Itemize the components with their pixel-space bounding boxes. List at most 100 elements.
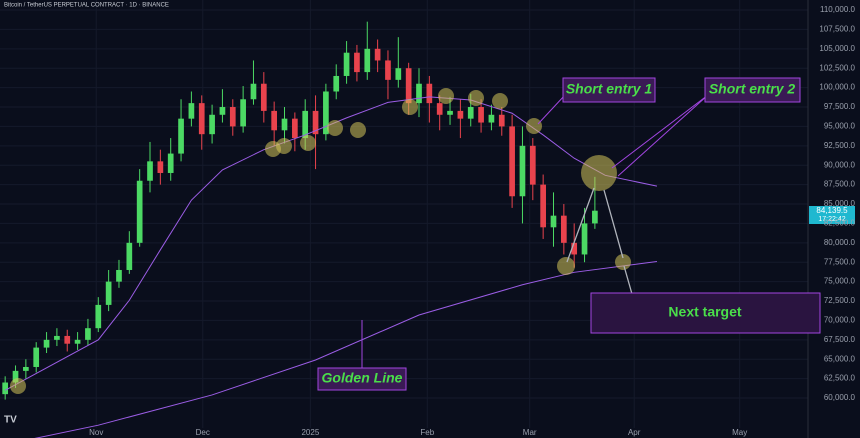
annotation: Short entry 2	[709, 81, 796, 97]
y-tick-label: 102,500.0	[819, 63, 855, 72]
candle-body	[323, 91, 329, 135]
candle-body	[447, 110, 453, 115]
candle-body	[157, 161, 164, 173]
candle-body	[240, 99, 246, 127]
candle-body	[260, 83, 267, 111]
marker	[350, 122, 366, 138]
chart-title: Bitcoin / TetherUS PERPETUAL CONTRACT · …	[4, 3, 169, 9]
marker	[438, 88, 454, 104]
y-tick-label: 67,500.0	[824, 335, 856, 344]
x-tick-label: 2025	[301, 428, 319, 437]
x-tick-label: Dec	[196, 428, 210, 437]
candle-body	[488, 114, 495, 123]
candle-body	[105, 281, 112, 305]
y-tick-label: 85,000.0	[824, 199, 856, 208]
y-tick-label: 72,500.0	[824, 296, 856, 305]
marker	[276, 138, 292, 154]
markers	[10, 88, 631, 394]
candle-body	[167, 153, 174, 173]
candle-body	[426, 83, 433, 104]
grid	[0, 0, 808, 428]
arrow	[603, 189, 624, 259]
y-tick-label: 110,000.0	[820, 5, 856, 14]
candle-body	[467, 107, 474, 119]
candle-body	[147, 161, 153, 181]
marker	[300, 135, 316, 151]
candle-body	[498, 114, 505, 127]
y-tick-label: 82,500.0	[824, 219, 856, 228]
countdown: 17:22:42	[818, 216, 845, 223]
annotation: Next target	[668, 304, 741, 320]
candle-body	[333, 75, 340, 92]
marker	[10, 378, 26, 394]
marker	[581, 155, 617, 191]
y-tick-label: 62,500.0	[824, 374, 856, 383]
candle-body	[540, 184, 546, 228]
candle-body	[509, 126, 515, 197]
candle-body	[178, 118, 184, 154]
marker	[402, 99, 418, 115]
candle-body	[416, 83, 422, 104]
candle-body	[292, 118, 298, 139]
candle-body	[54, 335, 60, 340]
candle-body	[250, 83, 257, 100]
y-tick-label: 60,000.0	[824, 393, 856, 402]
moving-average	[4, 96, 658, 391]
candle-body	[302, 110, 309, 139]
connector	[611, 94, 709, 169]
candle-body	[188, 103, 195, 119]
y-tick-label: 95,000.0	[824, 122, 856, 131]
price-tag-box	[809, 206, 855, 224]
y-tick-label: 87,500.0	[824, 180, 856, 189]
candle-body	[95, 304, 102, 329]
candle-body	[209, 114, 215, 135]
marker	[557, 257, 575, 275]
candle-body	[581, 223, 588, 255]
marker	[615, 254, 631, 270]
y-tick-label: 97,500.0	[824, 102, 856, 111]
y-tick-label: 90,000.0	[824, 160, 856, 169]
candle-body	[550, 215, 557, 228]
candle-body	[2, 382, 9, 395]
candle-body	[23, 366, 29, 371]
candle-body	[281, 118, 288, 131]
candle-body	[43, 339, 50, 348]
y-tick-label: 92,500.0	[824, 141, 856, 150]
candle-body	[529, 145, 536, 185]
x-tick-label: Nov	[89, 428, 103, 437]
price-tag: 84,139.5	[816, 206, 848, 215]
annotation: Golden Line	[322, 370, 403, 386]
logo: TV	[4, 415, 17, 426]
target-box	[590, 292, 821, 334]
candle-body	[436, 103, 443, 115]
candle-body	[74, 339, 81, 344]
annotation: Short entry 1	[566, 81, 653, 97]
marker	[526, 118, 542, 134]
candle-body	[592, 210, 598, 224]
candle-body	[33, 347, 40, 367]
marker	[468, 90, 484, 106]
candle-body	[519, 145, 526, 197]
marker	[492, 93, 508, 109]
y-tick-label: 100,000.0	[819, 83, 855, 92]
connector	[617, 94, 709, 177]
connectors	[361, 94, 709, 368]
annotation-box	[562, 77, 656, 103]
candle-body	[85, 328, 91, 340]
x-tick-label: May	[732, 428, 747, 437]
candle-body	[219, 107, 226, 115]
candle-body	[343, 52, 350, 76]
candle-body	[198, 103, 205, 135]
candle-body	[478, 107, 484, 123]
candle-body	[405, 68, 412, 104]
y-tick-label: 77,500.0	[824, 257, 856, 266]
x-tick-label: Apr	[628, 428, 641, 437]
candle-body	[271, 110, 278, 131]
x-tick-label: Mar	[523, 428, 537, 437]
candle-body	[354, 52, 360, 73]
connector	[537, 94, 566, 125]
candle-body	[126, 242, 133, 270]
